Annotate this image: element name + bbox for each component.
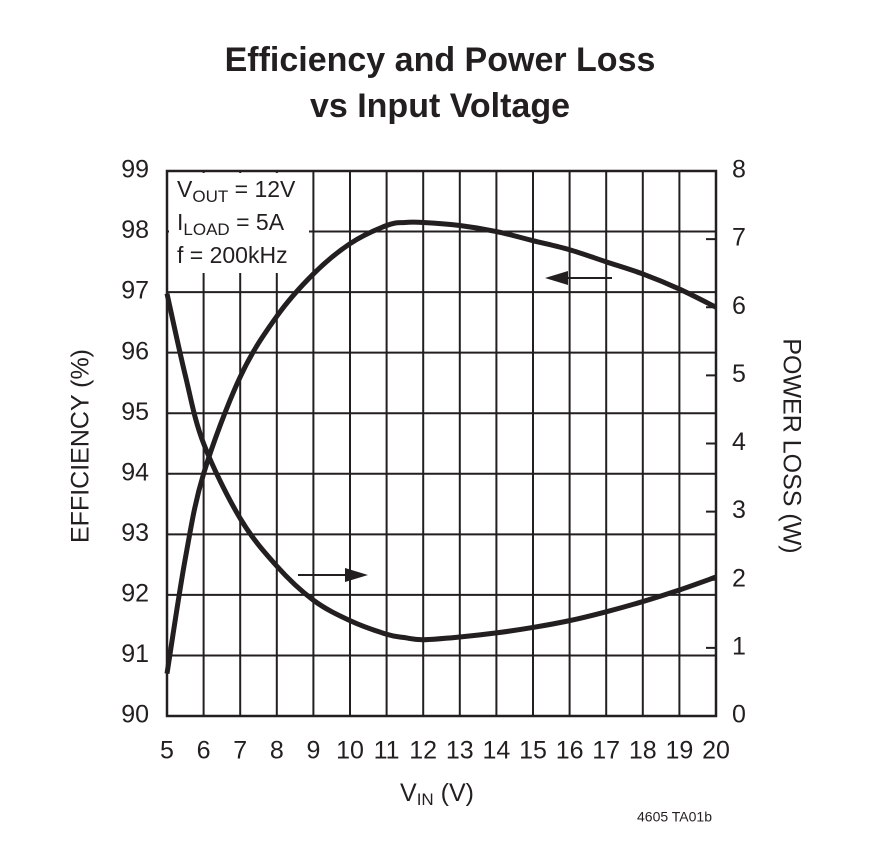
annotation: f = 200kHz [177,242,288,268]
y-tick-label: 93 [121,519,149,547]
data-line [164,293,717,643]
y-tick-label: 99 [121,156,149,184]
y2-tick-label: 5 [732,360,746,388]
chart-title: vs Input Voltage [310,87,570,125]
annotation-part: = 5A [230,209,285,235]
y2-tick-label: 3 [732,496,746,524]
footnote: 4605 TA01b [637,809,712,825]
plot-frame [165,169,718,718]
annotation: ILOAD = 5A [177,209,285,239]
y2-tick-label: 1 [732,632,746,660]
y-tick-label: 91 [121,640,149,668]
x-tick-label: 11 [374,737,400,765]
y-tick-label: 95 [121,398,149,426]
x-tick-label: 17 [592,737,620,765]
y2-tick-label: 8 [732,156,746,184]
x-tick-label: 15 [519,737,547,765]
chart-title: Efficiency and Power Loss [225,41,656,79]
x-axis-label-part: (V) [434,779,474,807]
x-axis-label-part: IN [417,790,434,809]
annotation: VOUT = 12V [177,176,296,206]
x-tick-label: 18 [629,737,657,765]
x-tick-label: 6 [197,737,211,765]
x-axis-label: VIN (V) [400,779,474,810]
y2-tick-label: 7 [732,224,746,252]
annotation-part: OUT [192,187,228,206]
x-tick-label: 5 [160,737,174,765]
annotation-part: f = 200kHz [177,242,288,268]
x-tick-label: 10 [336,737,364,765]
y-tick-label: 96 [121,337,149,365]
x-tick-label: 7 [233,737,247,765]
x-tick-label: 12 [409,737,437,765]
y-tick-label: 90 [121,701,149,729]
x-tick-label: 13 [446,737,474,765]
x-tick-label: 9 [306,737,320,765]
y-tick-label: 92 [121,579,149,607]
y2-tick-label: 0 [732,701,746,729]
annotation-part: LOAD [183,220,229,239]
x-tick-label: 8 [270,737,284,765]
y2-tick-label: 6 [732,292,746,320]
data-line [164,219,718,675]
annotation-box [169,173,309,273]
annotation-part: I [177,209,183,235]
y2-tick-label: 2 [732,564,746,592]
y2-tick-label: 4 [732,428,746,456]
y-tick-label: 98 [121,216,149,244]
x-tick-label: 20 [702,737,730,765]
x-tick-label: 14 [482,737,510,765]
y-tick-label: 97 [121,277,149,305]
x-tick-label: 19 [665,737,693,765]
arrow-head [545,271,568,285]
annotation-part: V [177,176,193,202]
y2-axis-label: POWER LOSS (W) [777,338,805,553]
annotation-part: = 12V [228,176,296,202]
x-axis-label-part: V [400,779,417,807]
x-tick-label: 16 [556,737,584,765]
y-tick-label: 94 [121,458,149,486]
y-axis-label: EFFICIENCY (%) [67,349,95,543]
